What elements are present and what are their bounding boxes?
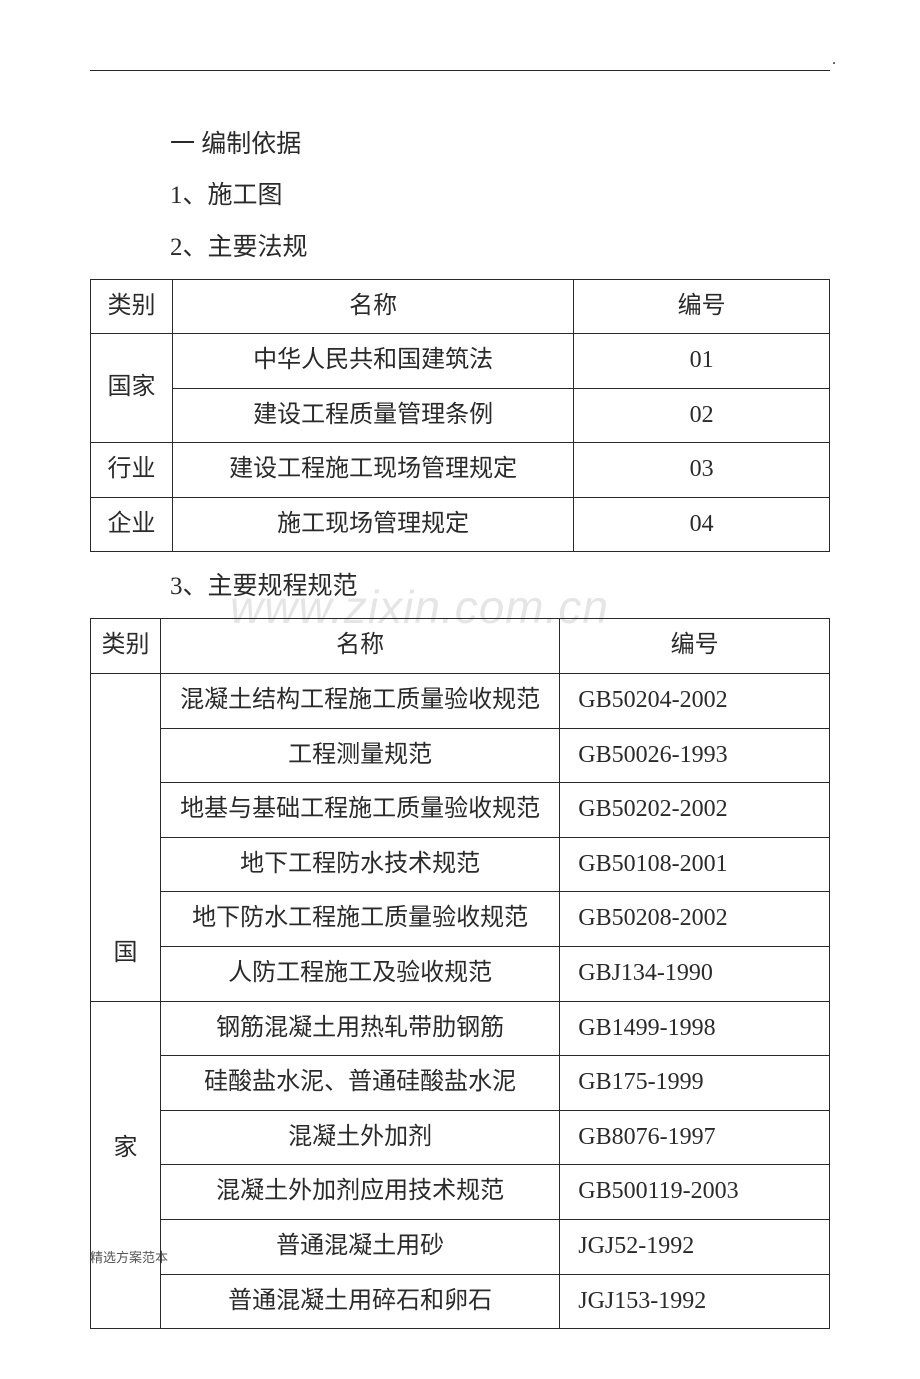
cell-name: 硅酸盐水泥、普通硅酸盐水泥: [160, 1056, 559, 1111]
cell-name: 混凝土结构工程施工质量验收规范: [160, 674, 559, 729]
standards-table: 类别 名称 编号 国 混凝土结构工程施工质量验收规范 GB50204-2002 …: [90, 618, 830, 1329]
cell-code: JGJ52-1992: [560, 1220, 830, 1275]
section-1-label: 1、施工图: [170, 171, 830, 221]
table-row: 工程测量规范 GB50026-1993: [91, 728, 830, 783]
table-row: 混凝土外加剂应用技术规范 GB500119-2003: [91, 1165, 830, 1220]
cell-name: 人防工程施工及验收规范: [160, 947, 559, 1002]
cell-name: 施工现场管理规定: [172, 497, 573, 552]
cell-category: 企业: [91, 497, 173, 552]
table-row: 行业 建设工程施工现场管理规定 03: [91, 443, 830, 498]
table-header-row: 类别 名称 编号: [91, 619, 830, 674]
top-rule: .: [90, 70, 830, 71]
cell-name: 普通混凝土用碎石和卵石: [160, 1274, 559, 1329]
page-container: . 一 编制依据 1、施工图 2、主要法规 类别 名称 编号 国家 中华人民共和…: [0, 0, 920, 1379]
table-row: 国 混凝土结构工程施工质量验收规范 GB50204-2002: [91, 674, 830, 729]
table-row: 人防工程施工及验收规范 GBJ134-1990: [91, 947, 830, 1002]
table-row: 混凝土外加剂 GB8076-1997: [91, 1110, 830, 1165]
cell-name: 钢筋混凝土用热轧带肋钢筋: [160, 1001, 559, 1056]
cell-code: 03: [574, 443, 830, 498]
cell-code: GB50108-2001: [560, 837, 830, 892]
col-header-name: 名称: [172, 279, 573, 334]
table-row: 地下防水工程施工质量验收规范 GB50208-2002: [91, 892, 830, 947]
section-3-label: 3、主要规程规范: [170, 562, 830, 612]
col-header-code: 编号: [574, 279, 830, 334]
table-row: 地基与基础工程施工质量验收规范 GB50202-2002: [91, 783, 830, 838]
cell-category: 行业: [91, 443, 173, 498]
cell-code: 04: [574, 497, 830, 552]
cell-code: GB8076-1997: [560, 1110, 830, 1165]
col-header-name: 名称: [160, 619, 559, 674]
cell-code: GB175-1999: [560, 1056, 830, 1111]
cell-name: 混凝土外加剂: [160, 1110, 559, 1165]
cell-name: 地下工程防水技术规范: [160, 837, 559, 892]
cell-name: 工程测量规范: [160, 728, 559, 783]
table-row: 地下工程防水技术规范 GB50108-2001: [91, 837, 830, 892]
cell-code: JGJ153-1992: [560, 1274, 830, 1329]
cell-name: 中华人民共和国建筑法: [172, 334, 573, 389]
cell-name: 地基与基础工程施工质量验收规范: [160, 783, 559, 838]
cell-code: GB50202-2002: [560, 783, 830, 838]
section-3-block: 3、主要规程规范: [90, 562, 830, 612]
cell-code: GB50026-1993: [560, 728, 830, 783]
table-row: 国家 中华人民共和国建筑法 01: [91, 334, 830, 389]
table-row: 家 钢筋混凝土用热轧带肋钢筋 GB1499-1998: [91, 1001, 830, 1056]
table-row: 普通混凝土用砂 JGJ52-1992: [91, 1220, 830, 1275]
main-heading: 一 编制依据: [170, 121, 830, 169]
top-dot-icon: .: [832, 51, 836, 69]
cell-category: 国家: [91, 334, 173, 443]
cell-name: 普通混凝土用砂: [160, 1220, 559, 1275]
table-row: 建设工程质量管理条例 02: [91, 388, 830, 443]
cell-code: 01: [574, 334, 830, 389]
heading-block: 一 编制依据 1、施工图 2、主要法规: [90, 121, 830, 273]
cell-name: 建设工程质量管理条例: [172, 388, 573, 443]
cell-code: GBJ134-1990: [560, 947, 830, 1002]
section-2-label: 2、主要法规: [170, 223, 830, 273]
table-row: 企业 施工现场管理规定 04: [91, 497, 830, 552]
cell-code: 02: [574, 388, 830, 443]
table-header-row: 类别 名称 编号: [91, 279, 830, 334]
cell-category-guo: 国: [91, 674, 161, 1002]
cell-code: GB1499-1998: [560, 1001, 830, 1056]
cell-code: GB50204-2002: [560, 674, 830, 729]
table-row: 硅酸盐水泥、普通硅酸盐水泥 GB175-1999: [91, 1056, 830, 1111]
col-header-code: 编号: [560, 619, 830, 674]
cell-code: GB500119-2003: [560, 1165, 830, 1220]
cell-name: 地下防水工程施工质量验收规范: [160, 892, 559, 947]
cell-category-jia: 家: [91, 1001, 161, 1329]
table-row: 普通混凝土用碎石和卵石 JGJ153-1992: [91, 1274, 830, 1329]
col-header-category: 类别: [91, 279, 173, 334]
cell-name: 建设工程施工现场管理规定: [172, 443, 573, 498]
regulations-table: 类别 名称 编号 国家 中华人民共和国建筑法 01 建设工程质量管理条例 02 …: [90, 279, 830, 553]
cell-code: GB50208-2002: [560, 892, 830, 947]
cell-name: 混凝土外加剂应用技术规范: [160, 1165, 559, 1220]
col-header-category: 类别: [91, 619, 161, 674]
